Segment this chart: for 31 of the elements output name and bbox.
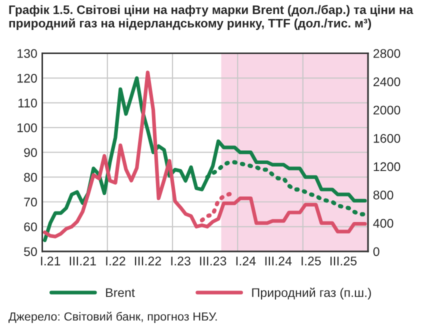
y2-tick-label: 2800 [374, 49, 400, 58]
y-tick-label: 110 [18, 98, 37, 108]
legend-label: Brent [106, 288, 135, 298]
x-tick-label: I.22 [106, 256, 126, 266]
y2-tick-label: 1200 [374, 162, 400, 172]
y-tick-label: 70 [24, 198, 37, 207]
y-tick-label: 90 [24, 148, 37, 157]
y2-tick-label: 2000 [374, 106, 400, 115]
x-tick-label: III.23 [200, 256, 226, 266]
x-tick-label: III.21 [70, 256, 96, 266]
y2-tick-label: 2400 [374, 77, 400, 86]
y2-tick-label: 800 [373, 190, 394, 200]
x-tick-label: I.23 [171, 256, 190, 266]
x-tick-label: III.24 [265, 256, 292, 266]
x-tick-label: I.24 [236, 256, 256, 266]
y-tick-label: 80 [24, 172, 37, 182]
y-tick-label: 100 [18, 123, 37, 132]
chart-title: Графік 1.5. Світові ціни на нафту марки Brent (дол./бар.) та ціни на природний газ на нідерландському ринку, TTF (дол./тис. м³) [9, 4, 414, 30]
text: Джерело: Світовий банк, прогноз НБУ. [8, 312, 217, 324]
y2-tick-label: 400 [373, 218, 394, 228]
y-tick-label: 130 [18, 49, 37, 58]
x-tick-label: III.22 [134, 256, 161, 266]
y2-tick-label: 0 [373, 247, 380, 256]
legend-label: Природний газ (п.ш.) [252, 288, 371, 300]
x-tick-label: I.25 [302, 256, 321, 266]
x-tick-label: III.25 [330, 256, 357, 266]
y-tick-label: 120 [18, 74, 37, 83]
y-tick-label: 60 [24, 222, 37, 232]
y2-tick-label: 1600 [374, 134, 400, 143]
x-tick-label: I.21 [41, 256, 60, 266]
y-tick-label: 50 [24, 247, 37, 256]
